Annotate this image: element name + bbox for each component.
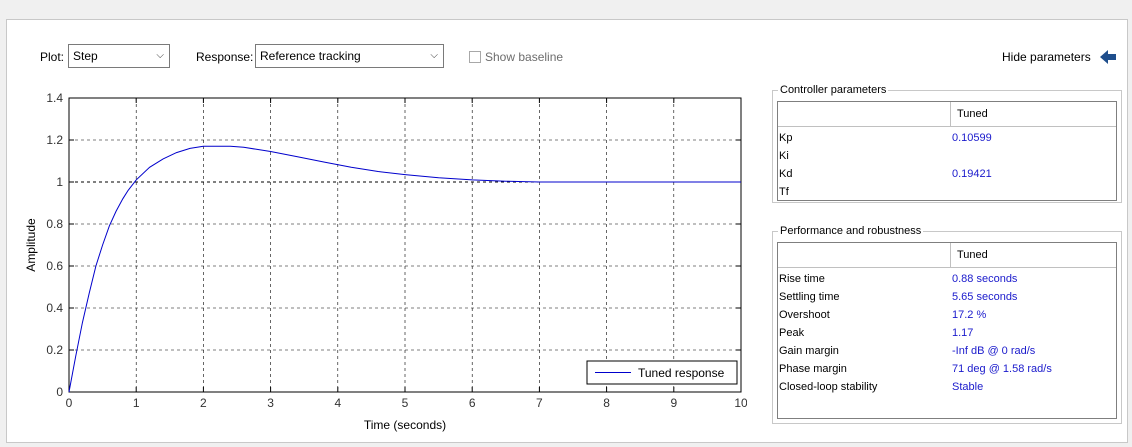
metric-name: Rise time — [779, 273, 825, 285]
performance-table: Tuned Rise time 0.88 seconds Settling time… — [777, 242, 1117, 419]
parameter-name: Tf — [779, 186, 789, 198]
show-baseline-checkbox[interactable] — [469, 51, 481, 63]
legend-box — [586, 360, 738, 385]
x-tick-label: 4 — [334, 396, 341, 410]
controller-parameters-table: Tuned Kp 0.10599 Ki Kd 0.19421 Tf — [777, 101, 1117, 201]
performance-robustness-group: Performance and robustness Tuned Rise ti… — [772, 225, 1122, 424]
table-header: Tuned — [778, 102, 1116, 127]
metric-name: Peak — [779, 327, 805, 339]
controller-parameters-title: Controller parameters — [778, 84, 889, 96]
hide-parameters-label[interactable]: Hide parameters — [1002, 50, 1091, 64]
y-tick-label: 0.4 — [46, 301, 63, 315]
table-row: Ki — [778, 147, 1116, 165]
table-row: Settling time 5.65 seconds — [778, 288, 1116, 306]
metric-name: Closed-loop stability — [779, 381, 878, 393]
y-tick-label: 1.2 — [46, 133, 63, 147]
y-tick-label: 1 — [56, 175, 63, 189]
x-tick-label: 7 — [536, 396, 543, 410]
column-header-tuned: Tuned — [950, 243, 1118, 267]
plot-select[interactable]: Step ⌵ — [68, 44, 170, 68]
x-tick-label: 3 — [267, 396, 274, 410]
x-tick-label: 1 — [133, 396, 140, 410]
x-tick-label: 2 — [200, 396, 207, 410]
metric-value: -Inf dB @ 0 rad/s — [952, 345, 1036, 357]
parameter-name: Kd — [779, 168, 793, 180]
y-tick-label: 0 — [56, 385, 63, 399]
tuner-panel: Plot: Step ⌵ Response: Reference trackin… — [6, 19, 1128, 443]
x-tick-label: 8 — [603, 396, 610, 410]
metric-value: 5.65 seconds — [952, 291, 1018, 303]
response-select[interactable]: Reference tracking ⌵ — [255, 44, 444, 68]
table-row: Kp 0.10599 — [778, 129, 1116, 147]
parameter-value: 0.19421 — [952, 168, 992, 180]
left-arrow-icon[interactable] — [1100, 50, 1116, 64]
table-row: Closed-loop stability Stable — [778, 378, 1116, 396]
table-row: Kd 0.19421 — [778, 165, 1116, 183]
metric-value: 71 deg @ 1.58 rad/s — [952, 363, 1052, 375]
metric-name: Phase margin — [779, 363, 847, 375]
x-tick-label: 5 — [402, 396, 409, 410]
metric-name: Gain margin — [779, 345, 839, 357]
metric-name: Overshoot — [779, 309, 830, 321]
parameter-value: 0.10599 — [952, 132, 992, 144]
y-tick-label: 1.4 — [46, 91, 63, 105]
x-axis-label: Time (seconds) — [364, 418, 446, 432]
metric-value: 0.88 seconds — [952, 273, 1018, 285]
table-header: Tuned — [778, 243, 1116, 268]
parameter-name: Ki — [779, 150, 789, 162]
axis-ticks: 0 1 2 3 4 5 6 7 8 9 10 0 0.2 0.4 0.6 0.8 1 1.2 1.4 — [46, 91, 747, 410]
y-tick-label: 0.6 — [46, 259, 63, 273]
show-baseline-label: Show baseline — [485, 50, 564, 64]
y-tick-label: 0.2 — [46, 343, 63, 357]
column-header-tuned: Tuned — [950, 102, 1118, 126]
table-row: Phase margin 71 deg @ 1.58 rad/s — [778, 360, 1116, 378]
chart-legend: Tuned response — [586, 360, 738, 385]
metric-name: Settling time — [779, 291, 840, 303]
y-tick-label: 0.8 — [46, 217, 63, 231]
controller-parameters-group: Controller parameters Tuned Kp 0.10599 Ki K… — [772, 84, 1122, 203]
chevron-down-icon: ⌵ — [156, 50, 164, 61]
window-top-strip — [0, 0, 1132, 18]
legend-label: Tuned response — [638, 366, 725, 380]
table-row: Tf — [778, 183, 1116, 201]
x-tick-label: 9 — [670, 396, 677, 410]
response-select-value: Reference tracking — [260, 49, 361, 63]
step-response-chart: 0 1 2 3 4 5 6 7 8 9 10 0 0.2 0.4 0.6 0.8 1 1.2 1.4 Time (s… — [24, 91, 747, 432]
parameter-name: Kp — [779, 132, 793, 144]
x-tick-label: 6 — [469, 396, 476, 410]
x-tick-label: 10 — [734, 396, 747, 410]
plot-select-value: Step — [73, 49, 98, 63]
table-row: Peak 1.17 — [778, 324, 1116, 342]
metric-value: 1.17 — [952, 327, 974, 339]
table-row: Gain margin -Inf dB @ 0 rad/s — [778, 342, 1116, 360]
performance-robustness-title: Performance and robustness — [778, 225, 924, 237]
x-tick-label: 0 — [66, 396, 73, 410]
chevron-down-icon: ⌵ — [430, 50, 438, 61]
metric-value: Stable — [952, 381, 984, 393]
table-row: Overshoot 17.2 % — [778, 306, 1116, 324]
plot-label: Plot: — [40, 50, 65, 64]
metric-value: 17.2 % — [952, 309, 987, 321]
y-axis-label: Amplitude — [24, 218, 38, 272]
table-row: Rise time 0.88 seconds — [778, 270, 1116, 288]
response-label: Response: — [196, 50, 254, 64]
tuned-response-line — [68, 145, 741, 393]
